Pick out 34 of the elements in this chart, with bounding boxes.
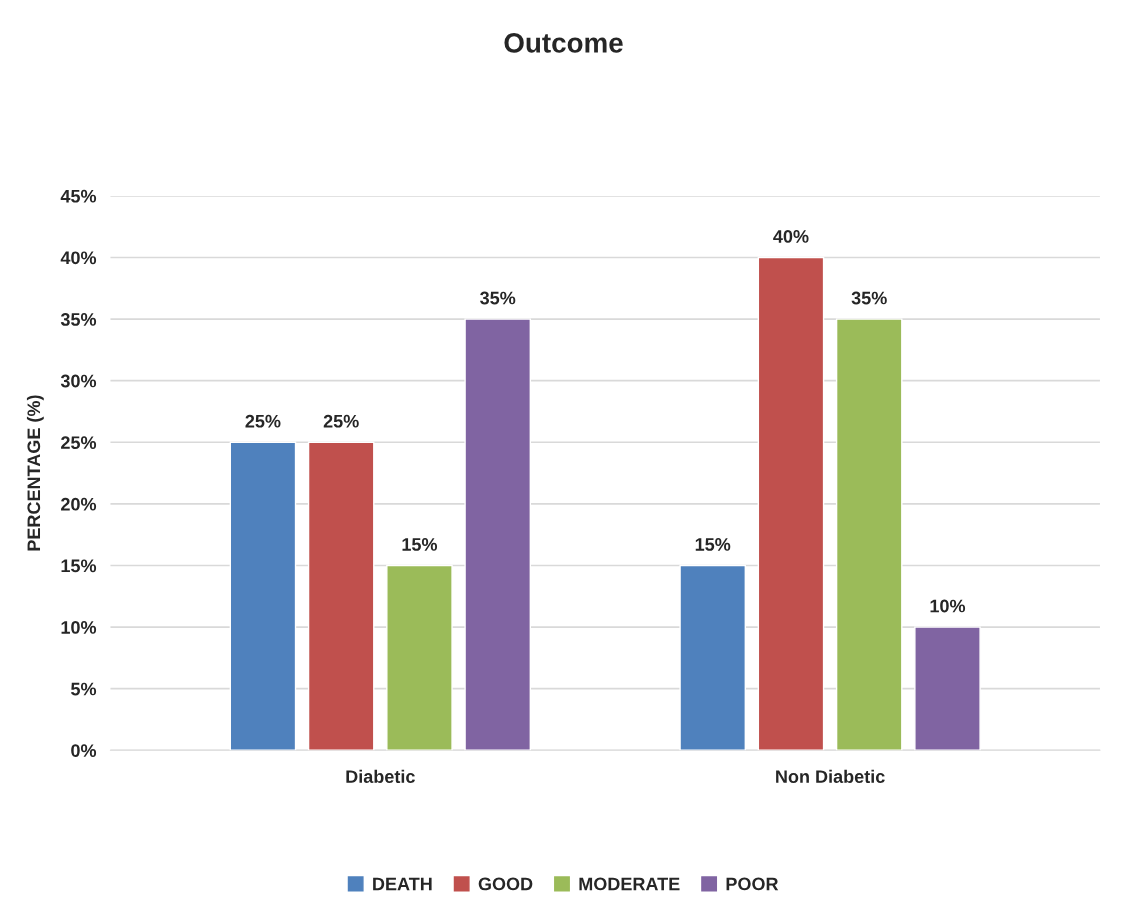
y-tick-label: 40%: [60, 251, 97, 265]
data-label: 15%: [402, 538, 438, 551]
data-label: 25%: [323, 414, 359, 428]
bar: [229, 441, 297, 751]
bar: [679, 564, 746, 751]
bar: [835, 318, 903, 751]
y-axis-title: PERCENTAGE (%): [26, 395, 44, 551]
data-label: 35%: [480, 291, 516, 305]
y-tick-label: 35%: [60, 313, 97, 326]
bar: [464, 318, 532, 751]
y-tick-label: 20%: [61, 497, 97, 511]
bar: [386, 564, 453, 751]
y-tick-label: 0%: [71, 744, 97, 758]
bar: [307, 441, 375, 751]
bar: [757, 256, 825, 751]
x-tick-label: Diabetic: [346, 769, 415, 783]
data-label: 10%: [930, 599, 966, 613]
y-tick-label: 45%: [60, 189, 97, 203]
legend-label: DEATH: [373, 877, 432, 891]
legend-label: MODERATE: [579, 877, 680, 891]
data-label: 15%: [695, 538, 731, 551]
y-tick-label: 15%: [61, 559, 97, 573]
bar: [914, 626, 981, 751]
data-label: 40%: [773, 230, 809, 243]
data-label: 35%: [851, 291, 887, 305]
legend-label: GOOD: [478, 877, 533, 891]
y-tick-label: 30%: [60, 374, 97, 388]
data-label: 25%: [245, 414, 281, 428]
y-tick-label: 25%: [61, 436, 97, 450]
chart-title: Outcome: [504, 33, 623, 53]
legend-label: POOR: [726, 877, 779, 891]
y-tick-label: 5%: [71, 682, 97, 696]
x-tick-label: Non Diabetic: [776, 769, 885, 783]
y-tick-label: 10%: [61, 621, 97, 634]
